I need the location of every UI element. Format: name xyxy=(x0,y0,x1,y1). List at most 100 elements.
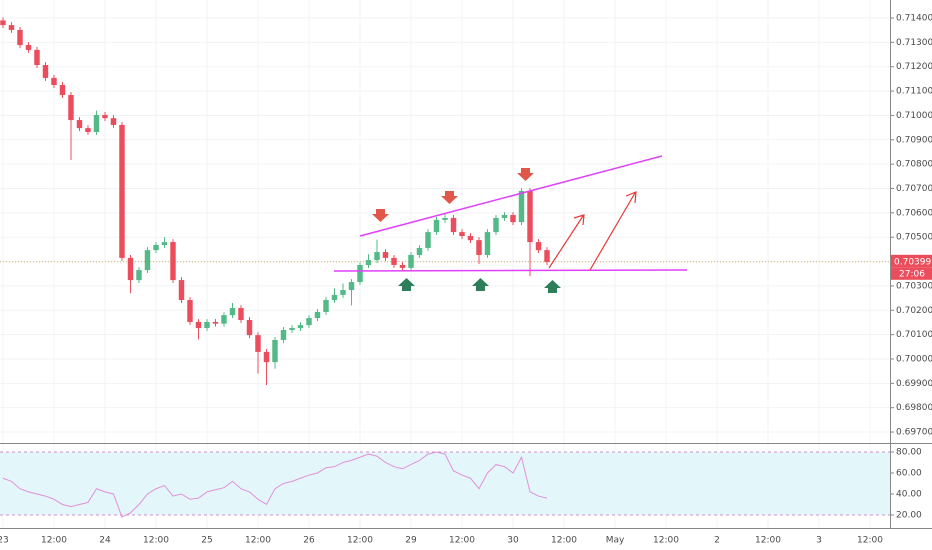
candle-body xyxy=(221,315,227,324)
candle-body xyxy=(442,217,448,220)
candle-body xyxy=(195,321,202,329)
upper-trendline xyxy=(359,155,663,237)
candle-body xyxy=(433,219,440,233)
countdown-label: 27:06 xyxy=(899,269,925,279)
candle-body xyxy=(153,245,159,251)
candle-body xyxy=(348,282,355,291)
candle-body xyxy=(68,94,74,121)
candle-body xyxy=(42,65,49,78)
candle-body xyxy=(416,247,423,255)
y-tick-label: 0.70200 xyxy=(896,306,932,316)
candle-body xyxy=(127,257,134,281)
y-tick-label: 0.69800 xyxy=(896,403,932,413)
candle-body xyxy=(17,29,23,46)
up-marker xyxy=(544,280,561,293)
x-tick-label: 24 xyxy=(99,536,111,546)
candle-body xyxy=(357,264,363,283)
y-tick-label: 0.71100 xyxy=(896,87,932,97)
candle-body xyxy=(178,280,185,301)
candle-body xyxy=(229,308,236,316)
y-tick-label: 0.70800 xyxy=(896,160,932,170)
candle-body xyxy=(544,250,550,263)
y-tick-label: 0.71000 xyxy=(896,111,932,121)
candle-body xyxy=(238,308,244,321)
candle-body xyxy=(263,351,270,363)
x-tick-label: 29 xyxy=(405,536,417,546)
candle-body xyxy=(0,20,6,26)
candle-body xyxy=(459,232,465,236)
y-tick-label: 60.00 xyxy=(896,468,922,478)
candle-body xyxy=(450,217,457,233)
candle-body xyxy=(34,49,40,66)
up-marker xyxy=(398,278,415,291)
y-tick-label: 0.70100 xyxy=(896,330,932,340)
candle-body xyxy=(59,84,66,95)
candle-body xyxy=(170,242,176,281)
x-tick-label: 26 xyxy=(303,536,315,546)
y-tick-label: 40.00 xyxy=(896,489,922,499)
plot-layer xyxy=(0,0,890,528)
candle-body xyxy=(340,290,346,295)
rsi-line xyxy=(2,451,548,518)
x-tick-label: 12:00 xyxy=(653,536,679,546)
y-tick-label: 0.71300 xyxy=(896,38,932,48)
candle-body xyxy=(255,335,261,352)
y-tick-label: 0.70700 xyxy=(896,184,932,194)
up-marker xyxy=(472,278,489,291)
candle-body xyxy=(119,124,125,258)
candle-body xyxy=(331,294,338,301)
candle-body xyxy=(297,325,304,329)
candle-body xyxy=(136,270,142,281)
arrow xyxy=(548,214,585,269)
drawings xyxy=(333,155,688,293)
candle-body xyxy=(289,328,295,330)
candle-body xyxy=(25,45,32,50)
candle-body xyxy=(493,217,499,233)
candle-body xyxy=(144,250,151,271)
candle-body xyxy=(110,118,117,125)
rsi-band xyxy=(0,451,890,515)
down-marker xyxy=(517,168,534,181)
candle-body xyxy=(314,311,321,319)
candle-body xyxy=(518,190,525,223)
y-tick-label: 0.69700 xyxy=(896,428,932,438)
candle-body xyxy=(204,321,210,329)
x-tick-label: 25 xyxy=(201,536,212,546)
candle-body xyxy=(467,235,474,241)
candle-body xyxy=(399,264,406,268)
candle-body xyxy=(476,240,482,255)
candle-body xyxy=(323,300,329,312)
candle-body xyxy=(374,252,380,261)
candle-body xyxy=(501,215,508,218)
candle-body xyxy=(280,329,287,340)
candle-body xyxy=(8,25,15,30)
x-tick-label: 30 xyxy=(507,536,519,546)
candle-body xyxy=(212,321,219,324)
candle-body xyxy=(382,252,389,258)
x-tick-label: May xyxy=(606,536,625,546)
down-marker xyxy=(441,191,458,204)
x-tick-label: 12:00 xyxy=(41,536,67,546)
x-tick-label: 12:00 xyxy=(755,536,781,546)
countdown-box xyxy=(891,267,932,280)
y-tick-label: 20.00 xyxy=(896,510,922,520)
candle-body xyxy=(391,257,397,265)
x-tick-label: 3 xyxy=(816,536,822,546)
x-tick-label: 12:00 xyxy=(245,536,271,546)
y-tick-label: 0.70000 xyxy=(896,354,932,364)
x-tick-label: 12:00 xyxy=(347,536,373,546)
y-tick-label: 0.70600 xyxy=(896,208,932,218)
y-tick-label: 80.00 xyxy=(896,447,922,457)
x-tick-label: 12:00 xyxy=(143,536,169,546)
candle-body xyxy=(85,128,91,132)
candle-body xyxy=(484,232,491,255)
last-price-box xyxy=(891,254,932,268)
candle-body xyxy=(93,114,100,132)
y-tick-label: 0.71200 xyxy=(896,62,932,72)
candle-body xyxy=(51,77,57,85)
candle-body xyxy=(272,339,278,363)
candle-body xyxy=(161,242,168,246)
x-tick-label: 2 xyxy=(714,536,720,546)
